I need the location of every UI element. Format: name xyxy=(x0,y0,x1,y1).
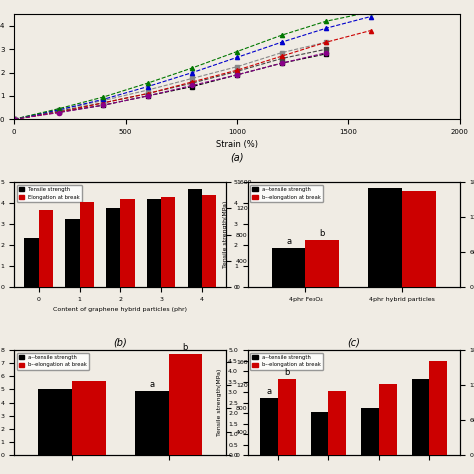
Bar xyxy=(379,384,397,455)
Legend: a--tensile strength, b--elongation at break: a--tensile strength, b--elongation at br… xyxy=(250,185,323,201)
Bar xyxy=(25,238,39,287)
Bar xyxy=(361,408,379,455)
Legend: a--tensile strength, b--elongation at break: a--tensile strength, b--elongation at br… xyxy=(17,353,90,370)
Bar xyxy=(402,191,436,287)
Text: b: b xyxy=(319,229,325,238)
Text: a: a xyxy=(149,380,154,389)
Y-axis label: Tensile strength(MPa): Tensile strength(MPa) xyxy=(223,201,228,268)
Bar xyxy=(412,380,429,455)
Bar xyxy=(38,389,72,455)
Y-axis label: Elongation at break(%): Elongation at break(%) xyxy=(257,198,262,271)
Bar xyxy=(169,354,202,455)
Text: b: b xyxy=(182,343,188,352)
Bar xyxy=(311,412,328,455)
Bar xyxy=(106,209,120,287)
Bar xyxy=(305,240,339,287)
Bar xyxy=(147,199,161,287)
Text: (b): (b) xyxy=(113,337,127,347)
Bar xyxy=(260,398,278,455)
Bar xyxy=(161,197,175,287)
Text: a: a xyxy=(286,237,291,246)
Y-axis label: Tensile strength(MPa): Tensile strength(MPa) xyxy=(218,369,222,436)
Bar xyxy=(328,391,346,455)
Bar xyxy=(368,189,402,287)
Y-axis label: Elongation at break(%): Elongation at break(%) xyxy=(257,366,262,439)
Bar xyxy=(80,202,94,287)
X-axis label: Strain (%): Strain (%) xyxy=(216,140,258,149)
Bar xyxy=(429,361,447,455)
Bar xyxy=(135,391,169,455)
Bar xyxy=(188,190,202,287)
Bar xyxy=(278,379,296,455)
X-axis label: Content of graphene hybrid particles (phr): Content of graphene hybrid particles (ph… xyxy=(53,307,187,312)
Text: (a): (a) xyxy=(230,153,244,163)
Bar xyxy=(39,210,53,287)
Bar xyxy=(65,219,80,287)
Bar xyxy=(120,199,135,287)
Bar xyxy=(272,248,305,287)
Legend: a--tensile strength, b--elongation at break: a--tensile strength, b--elongation at br… xyxy=(250,353,323,370)
Text: a: a xyxy=(266,387,272,396)
Bar xyxy=(202,195,216,287)
Legend: Tensile strength, Elongation at break: Tensile strength, Elongation at break xyxy=(17,185,82,201)
Bar xyxy=(72,381,106,455)
Text: (c): (c) xyxy=(347,337,360,347)
Text: b: b xyxy=(284,367,290,376)
